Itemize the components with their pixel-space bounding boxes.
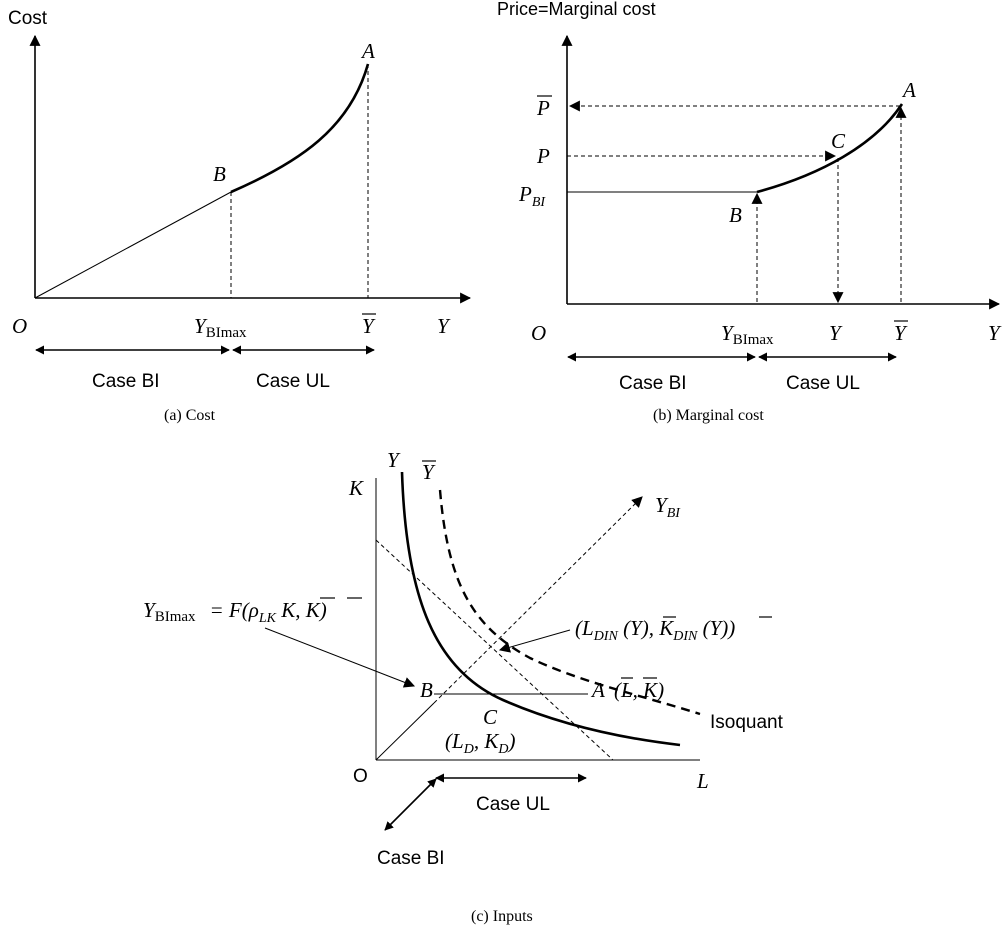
panel-c-isoquant-y <box>400 471 681 747</box>
panel-c-din-label: (LDIN (Y), KDIN (Y)) <box>575 616 735 644</box>
panel-a-caption: (a) Cost <box>164 407 216 424</box>
panel-c-point-b-label: B <box>420 678 433 702</box>
panel-c-ybi-ray <box>433 496 643 704</box>
panel-b-origin: O <box>531 321 546 345</box>
panel-a-case-bi-label: Case BI <box>92 371 160 392</box>
panel-c-isoquant-ybar <box>438 489 701 716</box>
panel-b-marginal-cost-curve <box>756 103 904 194</box>
panel-a-cost: Cost Y O A B YBImax Y Case BI Case UL (a… <box>8 8 472 424</box>
panel-b-ybimax-label: YBImax <box>721 321 774 348</box>
panel-a-x-axis-label: Y <box>437 314 451 338</box>
panel-c-point-c-label: C <box>483 705 498 729</box>
panel-c-case-ul-label: Case UL <box>476 794 550 815</box>
panel-a-point-b-label: B <box>213 162 226 186</box>
panel-b-case-ul-label: Case UL <box>786 373 860 394</box>
panel-a-convex-cost-curve <box>230 63 370 194</box>
panel-a-ybar-label: Y <box>362 314 376 338</box>
panel-c-din-arrow <box>498 629 571 653</box>
panel-a-y-axis-label: Cost <box>8 8 48 29</box>
panel-b-pbar-label: P <box>536 96 550 120</box>
panel-b-x-axis-label: Y <box>988 321 1002 345</box>
panel-b-marginal-cost: Price=Marginal cost Y O P P PBI A C B YB… <box>497 0 1002 424</box>
panel-b-ybar-label: Y <box>894 321 908 345</box>
panel-c-ray-label: YBI <box>655 493 681 521</box>
panel-a-point-a-label: A <box>360 39 375 63</box>
panel-c-path-o-to-b <box>375 702 435 761</box>
panel-a-case-ul-label: Case UL <box>256 371 330 392</box>
panel-a-linear-cost <box>34 191 232 299</box>
panel-c-point-a-label: A <box>590 678 605 702</box>
panel-b-y-axis-label: Price=Marginal cost <box>497 0 656 19</box>
panel-b-caption: (b) Marginal cost <box>653 407 764 424</box>
panel-a-ybimax-label: YBImax <box>194 314 247 341</box>
panel-c-formula-arrow <box>264 627 416 688</box>
panel-c-point-a-coords: (L, K) <box>614 678 664 702</box>
panel-c-curve-ybar-label: Y <box>422 460 436 484</box>
panel-b-y-label: Y <box>829 321 843 345</box>
panel-b-case-bi-label: Case BI <box>619 373 687 394</box>
panel-b-point-c-label: C <box>831 129 846 153</box>
panel-b-point-b-label: B <box>729 203 742 227</box>
panel-a-origin: O <box>12 314 27 338</box>
panel-c-isoquant-label: Isoquant <box>710 712 784 733</box>
panel-c-caption: (c) Inputs <box>471 908 533 925</box>
panel-c-origin: O <box>353 766 368 787</box>
panel-c-case-bi-arrow <box>384 778 437 831</box>
panel-c-curve-y-label: Y <box>387 448 401 472</box>
panel-c-ybimax-formula: YBImax = F(ρLK K, K) <box>143 598 327 626</box>
panel-b-p-label: P <box>536 144 550 168</box>
panel-c-inputs: K L O Y Y YBI YBImax = F(ρLK K, K) (LDIN … <box>143 448 784 925</box>
panel-c-isocost-line <box>375 539 614 761</box>
panel-b-point-a-label: A <box>901 78 916 102</box>
panel-c-case-bi-label: Case BI <box>377 848 445 869</box>
panel-c-point-c-coords: (LD, KD) <box>445 729 515 757</box>
panel-c-x-axis-label: L <box>696 769 709 793</box>
panel-b-pbi-label: PBI <box>518 182 546 210</box>
panel-c-y-axis-label: K <box>348 476 364 500</box>
